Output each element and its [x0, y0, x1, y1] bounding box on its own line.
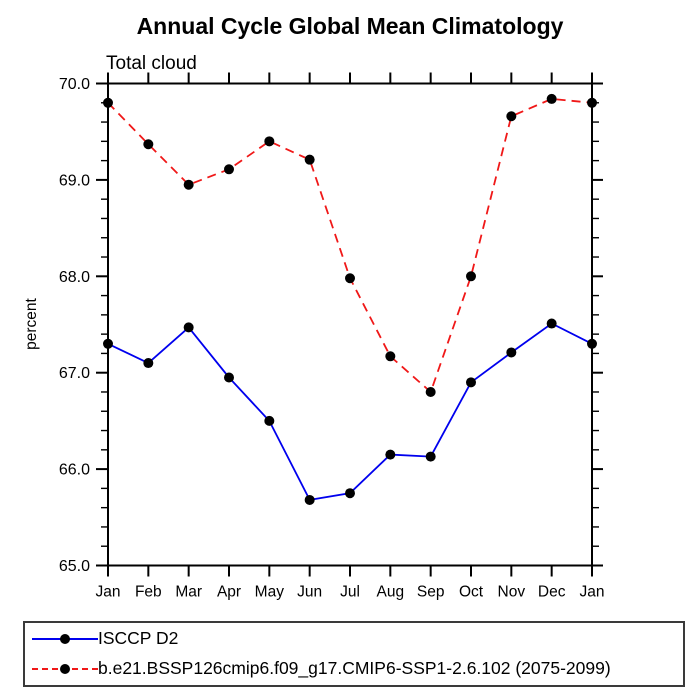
x-tick-label: Apr [217, 584, 241, 601]
y-tick-label: 70.0 [59, 76, 90, 93]
legend-line-sample-solid [32, 633, 98, 645]
data-point [425, 386, 436, 397]
x-tick-label: Oct [459, 584, 484, 601]
x-tick-label: Sep [417, 584, 445, 601]
series-1 [103, 93, 597, 397]
data-point [264, 136, 275, 147]
legend: ISCCP D2 b.e21.BSSP126cmip6.f09_g17.CMIP… [23, 621, 685, 687]
x-tick-label: Jul [340, 584, 360, 601]
y-axis-minor-ticks [101, 102, 599, 547]
data-point [183, 322, 194, 333]
y-tick-label: 69.0 [59, 172, 90, 189]
x-tick-label: Mar [175, 584, 202, 601]
data-point [224, 164, 234, 175]
chart-title: Annual Cycle Global Mean Climatology [137, 13, 564, 39]
data-point [385, 449, 396, 460]
x-tick-label: Jun [297, 584, 322, 601]
data-point [103, 97, 113, 108]
y-tick-label: 66.0 [59, 462, 90, 479]
data-point [143, 139, 154, 150]
x-tick-label: Jan [580, 584, 605, 601]
data-point [385, 351, 396, 362]
x-tick-label: Feb [135, 584, 162, 601]
y-tick-label: 65.0 [59, 558, 90, 575]
data-point [264, 415, 275, 426]
legend-label: b.e21.BSSP126cmip6.f09_g17.CMIP6-SSP1-2.… [98, 658, 611, 679]
data-point [587, 97, 597, 108]
data-point [345, 488, 355, 499]
y-axis-tick-labels: 65.0 66.0 67.0 68.0 69.0 70.0 [59, 76, 90, 575]
data-point [304, 154, 315, 165]
legend-item-isccp: ISCCP D2 [32, 625, 683, 654]
legend-item-model: b.e21.BSSP126cmip6.f09_g17.CMIP6-SSP1-2.… [32, 654, 683, 683]
data-point [506, 111, 517, 122]
y-tick-label: 67.0 [59, 365, 90, 382]
data-point [103, 338, 113, 349]
data-point [304, 494, 315, 505]
x-tick-label: Jan [96, 584, 121, 601]
x-tick-label: May [255, 584, 285, 601]
chart-subtitle: Total cloud [106, 53, 197, 74]
data-point [345, 273, 355, 284]
legend-line-sample-dashed [32, 663, 98, 675]
data-point [466, 271, 476, 282]
marker-dot-icon [60, 663, 70, 674]
y-tick-label: 68.0 [59, 269, 90, 286]
y-axis-label: percent [23, 297, 40, 349]
data-point [224, 372, 234, 383]
y-axis-major-ticks [96, 82, 603, 567]
data-point [546, 318, 557, 329]
x-tick-label: Dec [538, 584, 566, 601]
data-point [466, 377, 476, 388]
x-tick-label: Aug [377, 584, 405, 601]
data-point [546, 93, 557, 104]
x-tick-label: Nov [498, 584, 526, 601]
data-point [425, 451, 436, 462]
series-0 [103, 318, 597, 505]
series-line-1 [107, 97, 593, 394]
x-axis-tick-labels: Jan Feb Mar Apr May Jun Jul Aug Sep Oct Nov Dec Jan [96, 584, 605, 601]
marker-dot-icon [60, 634, 70, 645]
data-point [506, 347, 517, 358]
data-point [587, 338, 597, 349]
series-line-0 [107, 322, 593, 501]
legend-label: ISCCP D2 [98, 628, 179, 649]
x-axis-ticks [107, 72, 593, 577]
data-point [143, 358, 154, 369]
data-point [183, 179, 194, 190]
